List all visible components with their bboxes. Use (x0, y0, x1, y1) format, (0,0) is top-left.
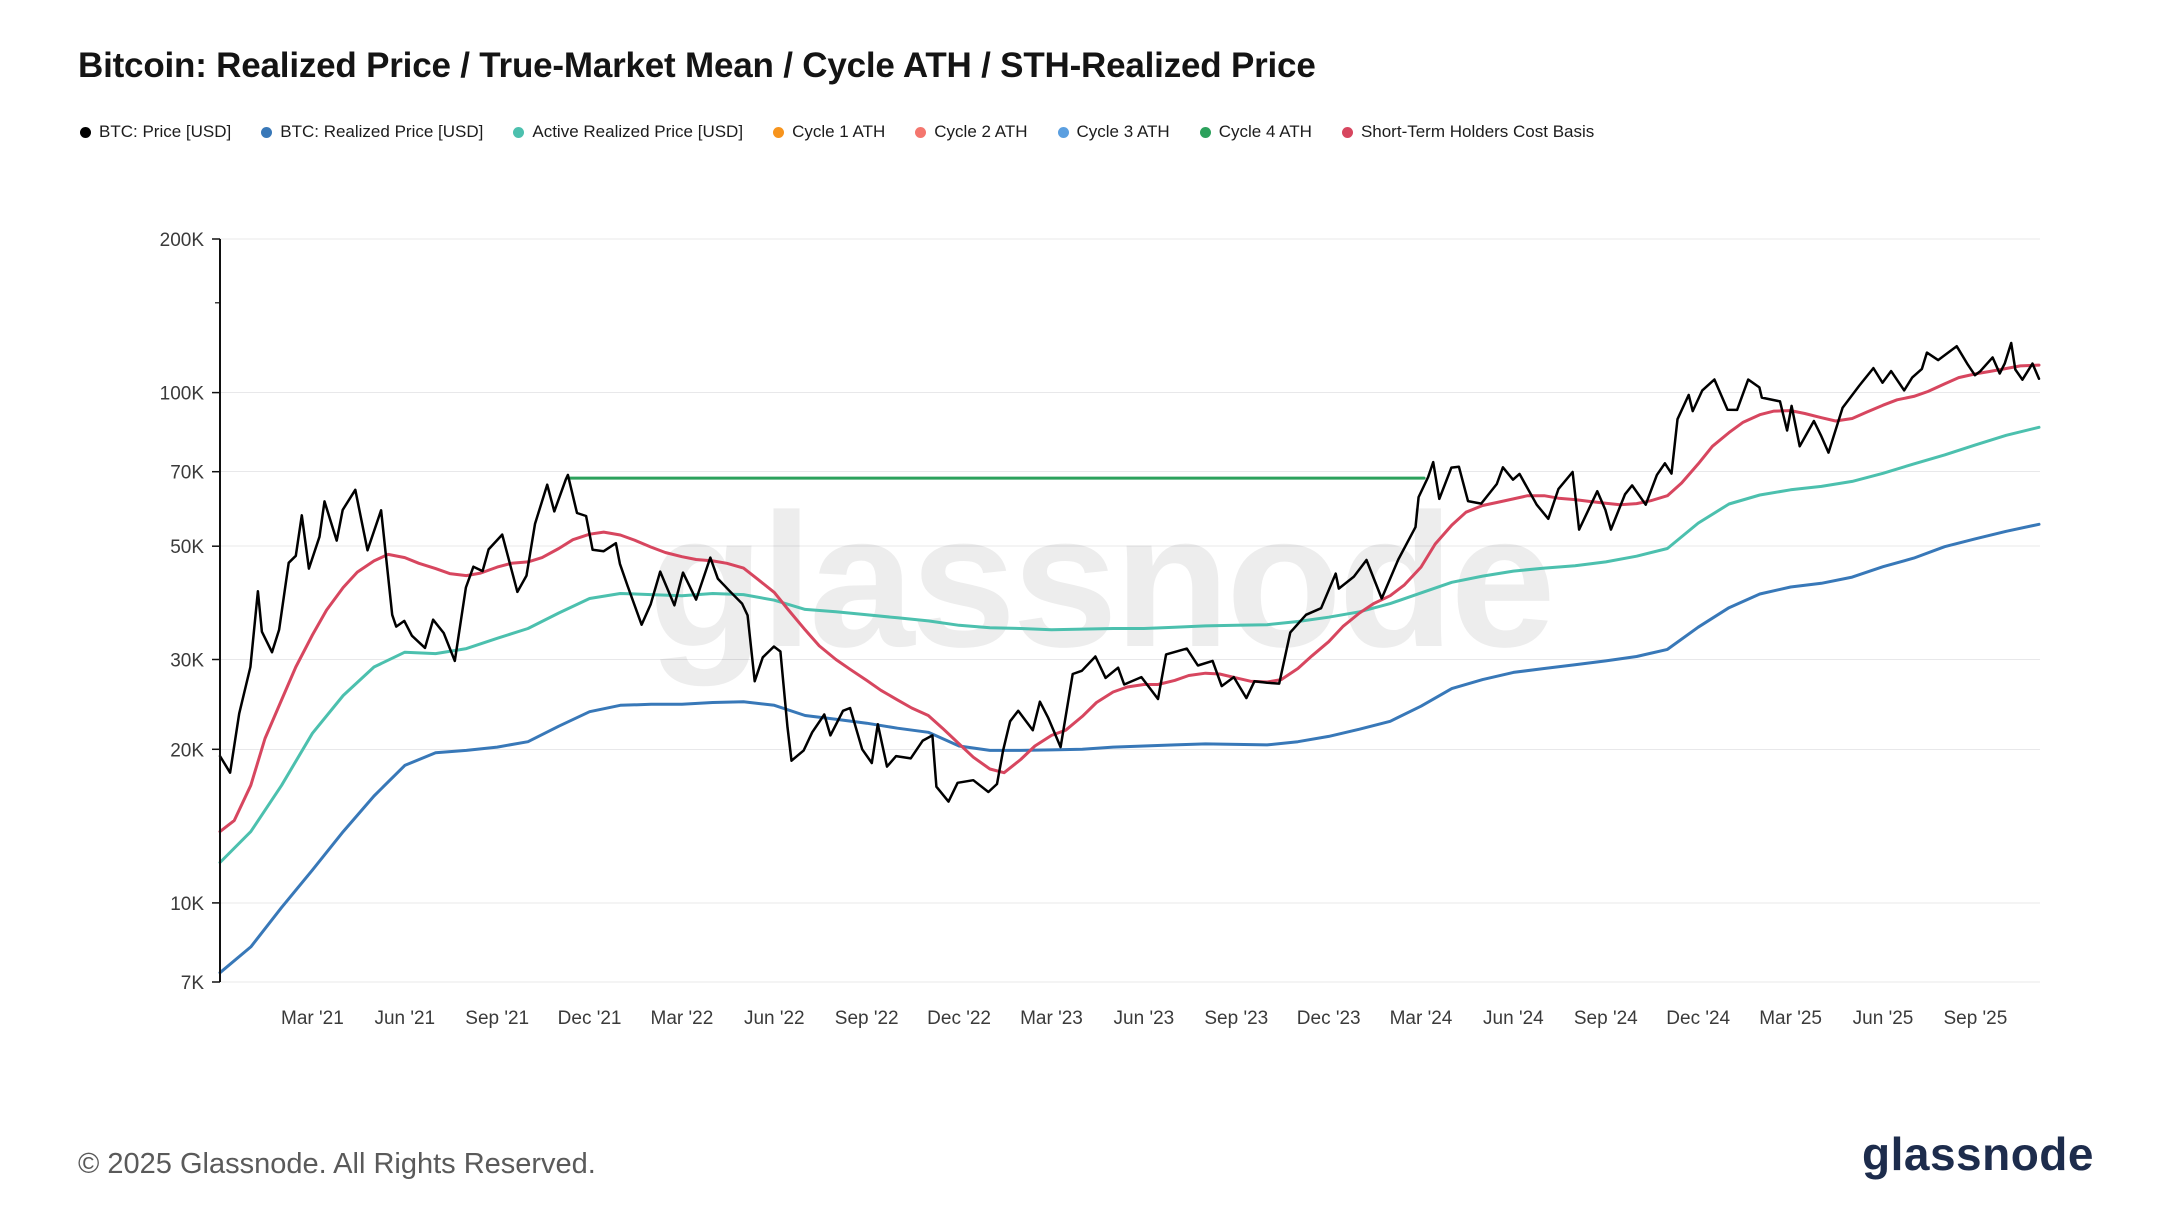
y-tick-label: 30K (170, 650, 204, 671)
legend-dot (513, 126, 525, 138)
series-btc-price (218, 341, 2041, 803)
legend-label: Active Realized Price [USD] (532, 122, 744, 141)
series-realized-price (218, 522, 2041, 975)
x-tick-label: Mar '23 (1020, 1008, 1083, 1029)
legend-item-5[interactable]: Cycle 2 ATH (915, 122, 1028, 142)
legend-dot (915, 126, 927, 138)
x-tick-label: Mar '25 (1759, 1008, 1822, 1029)
price-chart[interactable]: glassnode 7K 10K 20K 30K 50K 70K 100K 200K Mar '2… (0, 164, 2160, 1064)
x-tick-label: Jun '22 (744, 1008, 805, 1029)
x-tick-label: Mar '21 (281, 1008, 344, 1029)
legend-dot (1199, 126, 1211, 138)
series-sth-cost-basis (218, 363, 2041, 834)
copyright-text: © 2025 Glassnode. All Rights Reserved. (78, 1148, 596, 1180)
legend-item-7[interactable]: Cycle 4 ATH (1199, 122, 1312, 142)
y-tick-label: 50K (170, 537, 204, 558)
x-tick-label: Sep '22 (835, 1008, 899, 1029)
legend-item-8[interactable]: Short-Term Holders Cost Basis (1341, 122, 1595, 142)
legend-dot (80, 126, 91, 138)
x-tick-label: Jun '24 (1483, 1008, 1544, 1029)
legend-dot (261, 126, 273, 138)
legend-item-6[interactable]: Cycle 3 ATH (1057, 122, 1170, 142)
y-tick-label: 7K (181, 973, 205, 994)
y-tick-label: 200K (160, 230, 205, 251)
y-tick-label: 20K (170, 740, 204, 761)
legend-item-4[interactable]: Cycle 1 ATH (773, 122, 885, 142)
legend-label: BTC: Realized Price [USD] (280, 122, 484, 141)
legend-label: BTC: Price [USD] (99, 122, 232, 141)
page-title: Bitcoin: Realized Price / True-Market Me… (78, 46, 1316, 85)
legend-label: Short-Term Holders Cost Basis (1360, 122, 1595, 141)
legend-label: Cycle 1 ATH (792, 122, 886, 141)
x-tick-label: Mar '24 (1390, 1008, 1453, 1029)
x-tick-label: Sep '21 (465, 1008, 529, 1029)
legend-item-3[interactable]: Active Realized Price [USD] (513, 122, 743, 142)
x-tick-label: Sep '25 (1943, 1008, 2007, 1029)
x-tick-label: Dec '21 (558, 1008, 622, 1029)
x-tick-label: Mar '22 (651, 1008, 714, 1029)
x-tick-label: Jun '25 (1853, 1008, 1914, 1029)
y-tick-label: 100K (160, 384, 205, 405)
legend-label: Cycle 4 ATH (1218, 122, 1312, 141)
header: Bitcoin: Realized Price / True-Market Me… (0, 0, 2160, 86)
legend-dot (773, 126, 785, 138)
legend-label: Cycle 2 ATH (934, 122, 1028, 141)
glassnode-logo[interactable]: glassnode (1861, 1128, 2094, 1180)
legend-item-1[interactable]: BTC: Price [USD] (80, 122, 231, 142)
legend-dot (1057, 126, 1069, 138)
y-tick-label: 10K (170, 894, 204, 915)
y-tick-label: 70K (170, 463, 204, 484)
x-tick-label: Jun '23 (1114, 1008, 1175, 1029)
legend: BTC: Price [USD] BTC: Realized Price [USD… (80, 122, 2160, 142)
x-tick-label: Sep '24 (1574, 1008, 1638, 1029)
x-tick-label: Dec '24 (1666, 1008, 1730, 1029)
x-tick-label: Dec '23 (1297, 1008, 1361, 1029)
legend-item-2[interactable]: BTC: Realized Price [USD] (261, 122, 483, 142)
x-tick-label: Jun '21 (374, 1008, 435, 1029)
series-active-realized-price (218, 425, 2041, 864)
x-tick-label: Sep '23 (1204, 1008, 1268, 1029)
watermark: glassnode (648, 475, 1552, 687)
legend-label: Cycle 3 ATH (1076, 122, 1170, 141)
legend-dot (1341, 126, 1353, 138)
x-tick-label: Dec '22 (927, 1008, 991, 1029)
footer: © 2025 Glassnode. All Rights Reserved. g… (78, 1127, 2094, 1181)
